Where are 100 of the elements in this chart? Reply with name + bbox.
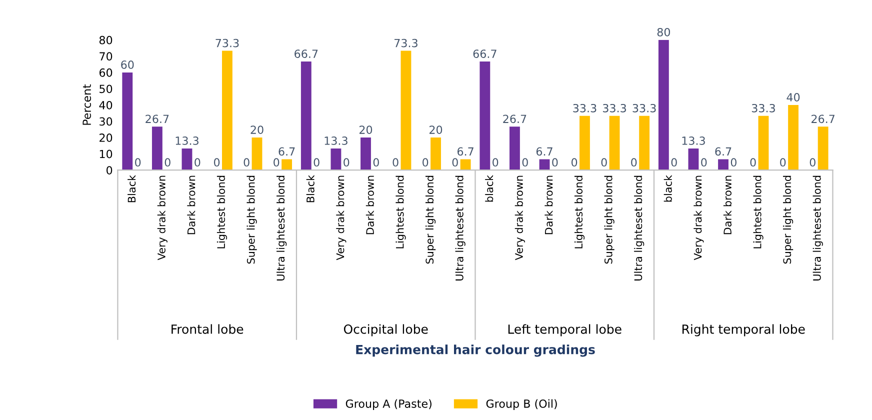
y-tick-label: 20 xyxy=(100,134,112,142)
bar xyxy=(639,116,650,170)
y-tick-label: 70 xyxy=(100,52,112,61)
x-tick-label: Dark brown xyxy=(723,176,732,234)
bar xyxy=(510,126,520,170)
data-label: 0 xyxy=(671,158,677,167)
x-tick-label: black xyxy=(485,174,494,202)
bar xyxy=(330,148,342,170)
data-label: 60 xyxy=(121,60,134,69)
data-label: 20 xyxy=(359,126,372,134)
data-label: 66.7 xyxy=(294,50,318,58)
data-label: 0 xyxy=(274,158,280,167)
data-label: 0 xyxy=(194,158,200,167)
legend-label: Group A (Paste) xyxy=(346,399,432,410)
data-label: 0 xyxy=(214,158,220,167)
text: Right temporal lobe xyxy=(682,324,805,336)
x-tick-label: Dark brown xyxy=(187,176,196,234)
y-tick-label: 40 xyxy=(99,100,112,110)
bar xyxy=(658,40,669,170)
bar xyxy=(788,105,798,170)
data-label: 6.7 xyxy=(458,147,474,156)
data-label: 0 xyxy=(572,158,578,167)
y-tick-label: 50 xyxy=(100,84,112,94)
x-tick-label: black xyxy=(664,174,672,202)
data-label: 33.3 xyxy=(603,104,626,112)
data-label: 13.3 xyxy=(176,136,198,145)
x-tick-label: Super light blond xyxy=(783,176,794,264)
bar xyxy=(182,148,192,170)
x-tick-label: Very drak brown xyxy=(514,176,525,260)
x-tick-label: Very drak brown xyxy=(157,176,168,260)
data-label: 26.7 xyxy=(503,114,526,124)
data-label: 0 xyxy=(422,158,428,167)
y-tick-label: 30 xyxy=(100,117,112,126)
data-label: 0 xyxy=(244,158,250,167)
data-label: 0 xyxy=(552,158,558,167)
y-tick-label: 80 xyxy=(99,36,112,44)
y-axis-title: Percent xyxy=(82,84,92,125)
data-label: 20 xyxy=(430,126,442,134)
x-tick-label: Super light blond xyxy=(426,176,436,264)
bar xyxy=(688,148,699,170)
x-tick-label: Dark brown xyxy=(544,176,553,234)
bar xyxy=(818,126,828,170)
data-label: 20 xyxy=(250,126,264,134)
bar xyxy=(152,126,162,170)
data-label: 40 xyxy=(786,93,800,102)
bar xyxy=(360,138,371,170)
data-label: 6.7 xyxy=(536,147,552,156)
bar xyxy=(609,116,620,170)
data-label: 33.3 xyxy=(632,104,656,112)
bar xyxy=(430,138,441,170)
data-label: 0 xyxy=(164,158,170,167)
x-tick-label: Lightest blond xyxy=(396,176,406,248)
x-tick-label: Very drak brown xyxy=(336,176,346,260)
data-label: 13.3 xyxy=(324,136,348,145)
text: Frontal lobe xyxy=(172,324,244,334)
text: Experimental hair colour gradings xyxy=(356,344,595,357)
data-label: 0 xyxy=(452,158,458,167)
data-label: 73.3 xyxy=(216,38,239,48)
data-label: 0 xyxy=(392,158,398,167)
data-label: 0 xyxy=(344,158,350,167)
x-tick-label: Ultra lighteset blond xyxy=(276,176,287,280)
data-label: 26.7 xyxy=(146,114,169,124)
x-tick-label: Black xyxy=(128,174,136,202)
data-label: 6.7 xyxy=(715,147,732,156)
x-tick-label: Very drak brown xyxy=(694,176,704,260)
bar xyxy=(480,62,490,170)
x-tick-label: Super light blond xyxy=(604,176,614,264)
bar xyxy=(460,159,471,170)
data-label: 0 xyxy=(701,158,707,167)
bar xyxy=(300,62,312,170)
data-label: 0 xyxy=(492,158,498,167)
bar xyxy=(400,50,412,170)
bar xyxy=(539,159,550,170)
x-tick-label: Super light blond xyxy=(246,176,257,264)
data-label: 0 xyxy=(314,158,320,167)
bar xyxy=(252,138,262,170)
data-label: 0 xyxy=(373,158,379,167)
x-tick-label: Lightest blond xyxy=(574,176,585,248)
x-tick-label: Ultra lighteset blond xyxy=(812,176,823,280)
x-tick-label: Lightest blond xyxy=(216,176,228,248)
x-tick-label: Ultra lighteset blond xyxy=(455,176,466,280)
data-label: 0 xyxy=(780,158,786,167)
bar xyxy=(122,72,133,170)
x-tick-label: Black xyxy=(306,174,314,202)
data-label: 33.3 xyxy=(573,104,596,112)
data-label: 73.3 xyxy=(394,38,418,48)
bar xyxy=(758,116,769,170)
data-label: 6.7 xyxy=(278,147,295,156)
data-label: 0 xyxy=(750,158,756,167)
text: Left temporal lobe xyxy=(508,324,622,336)
y-tick-label: 10 xyxy=(100,150,112,158)
data-label: 0 xyxy=(631,158,637,167)
x-tick-label: Lightest blond xyxy=(753,176,764,248)
data-label: 0 xyxy=(522,158,528,167)
x-tick-label: Ultra lighteset blond xyxy=(634,176,644,280)
data-label: 0 xyxy=(601,158,607,167)
data-label: 13.3 xyxy=(682,136,705,145)
data-label: 33.3 xyxy=(752,104,775,112)
data-label: 66.7 xyxy=(473,50,496,58)
bar xyxy=(282,159,292,170)
